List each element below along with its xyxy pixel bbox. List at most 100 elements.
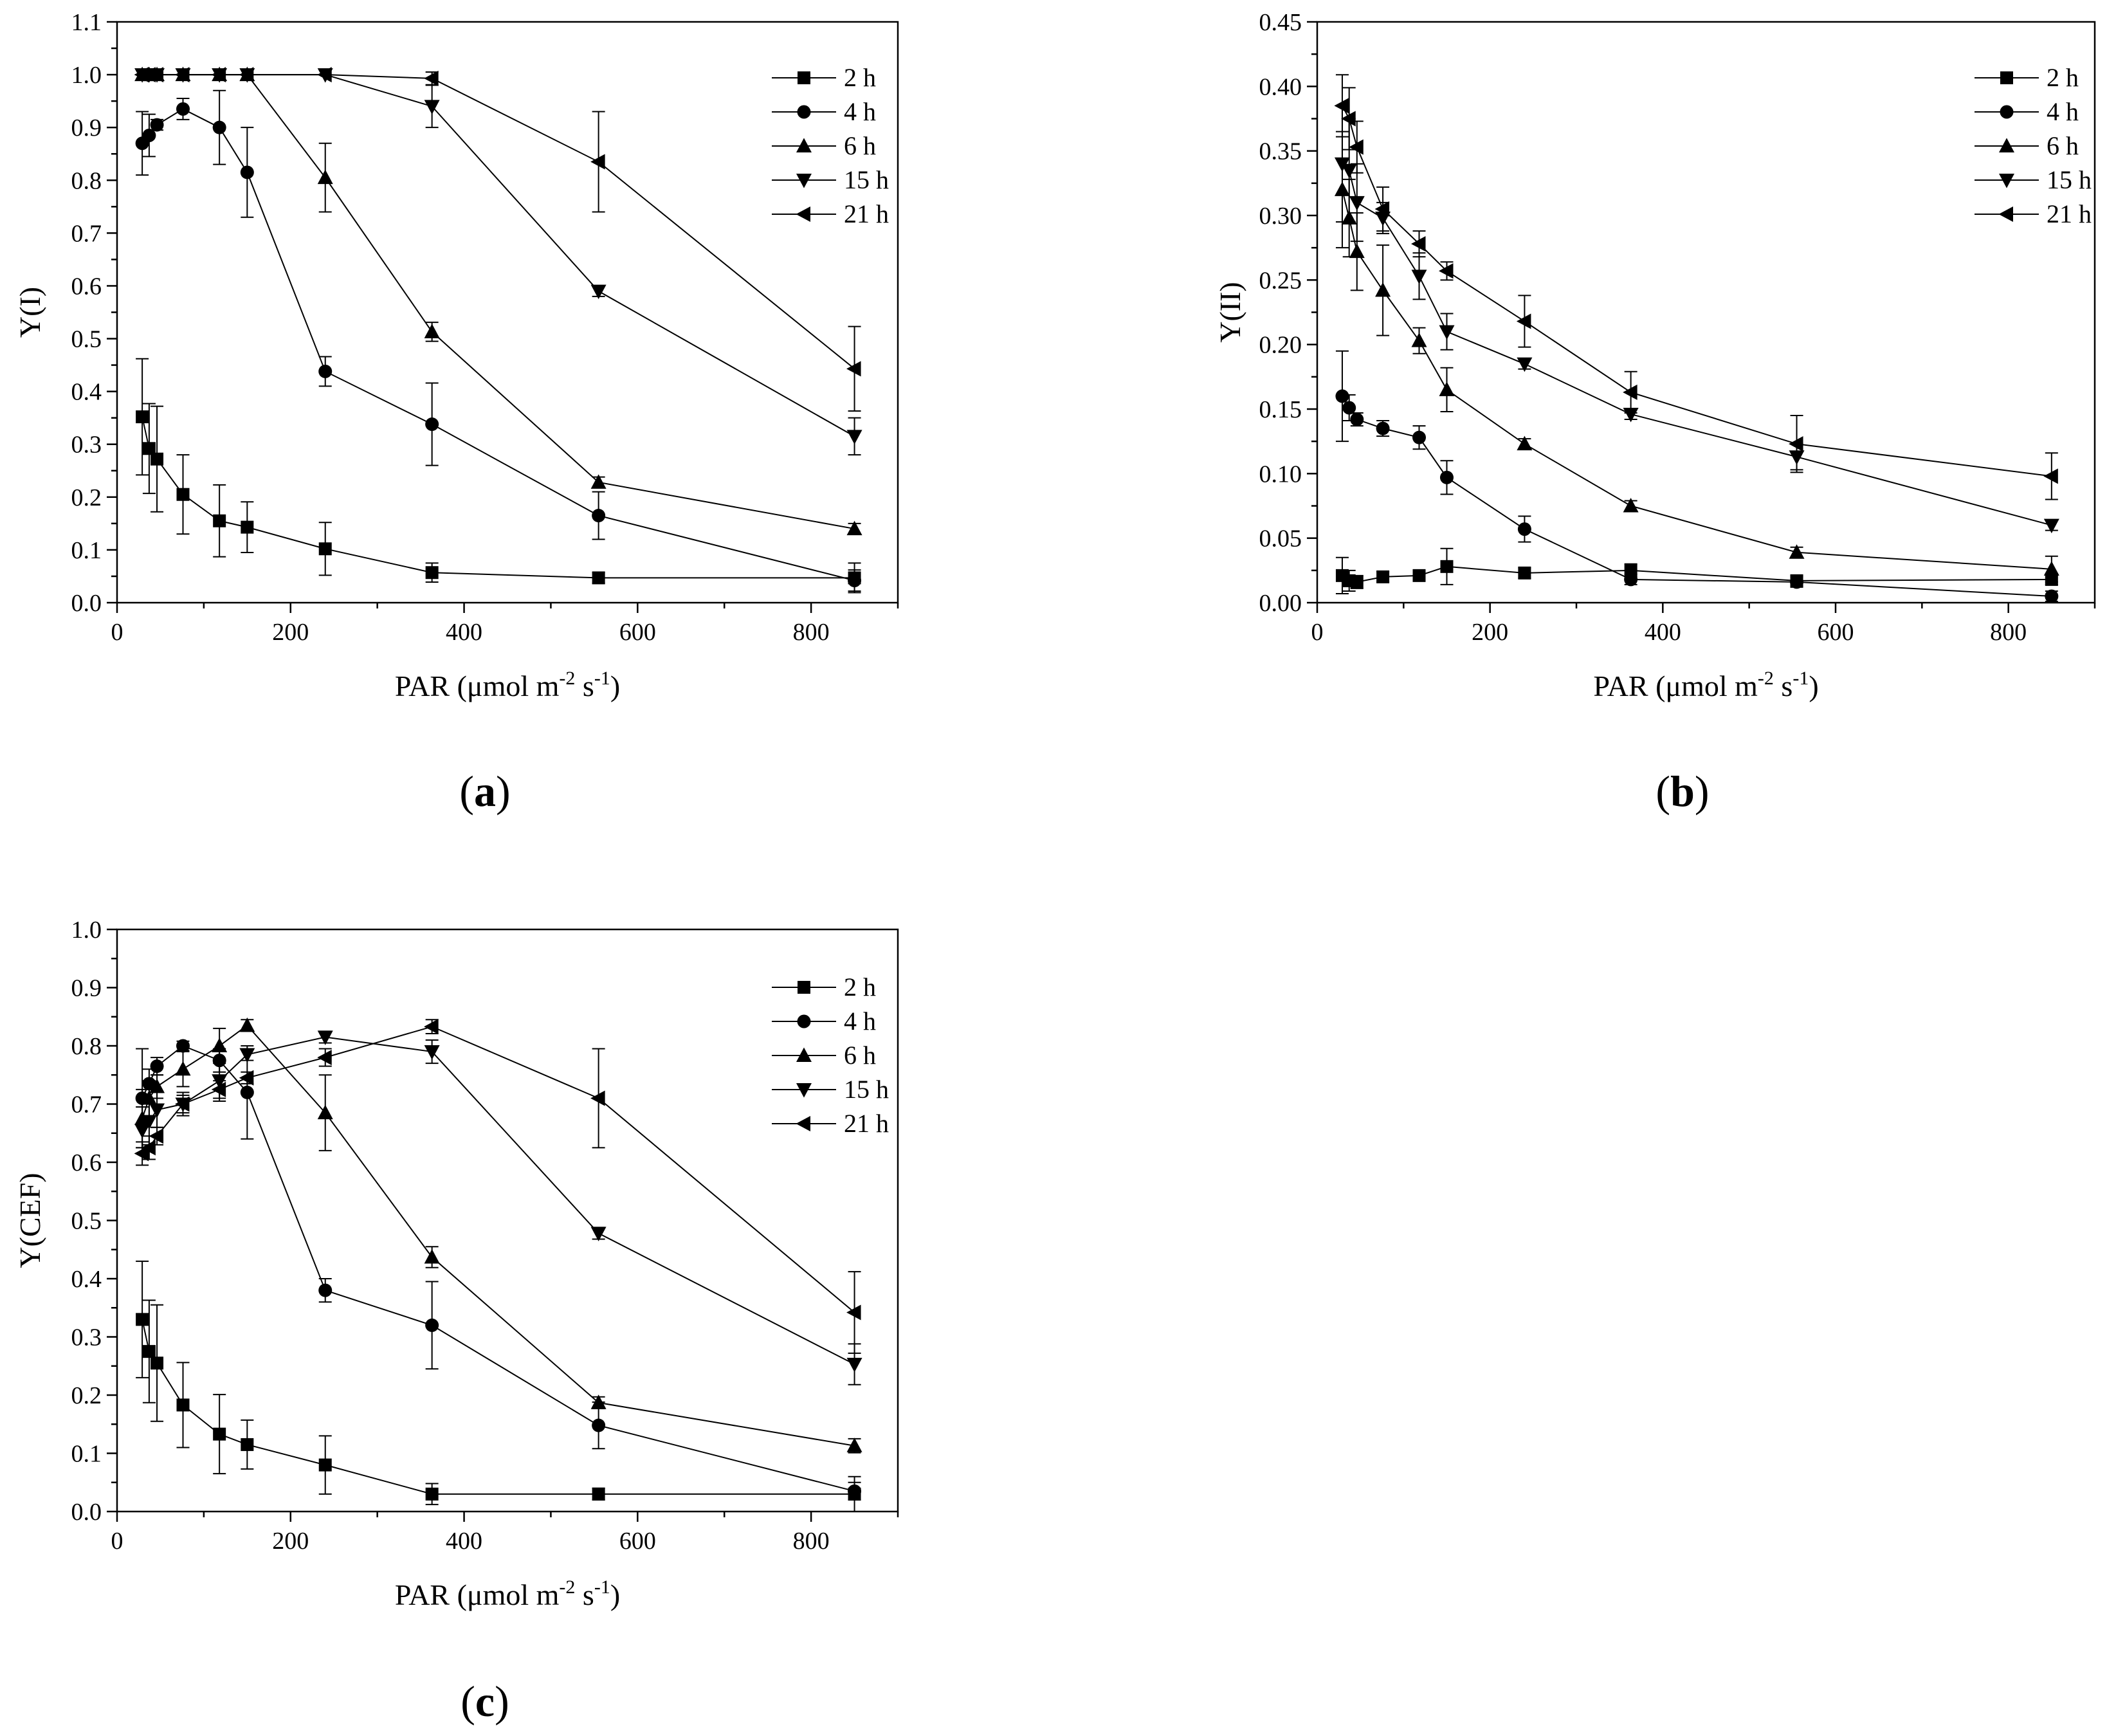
data-point xyxy=(1375,282,1391,297)
y-axis-label: Y(II) xyxy=(1214,282,1246,343)
data-point xyxy=(425,566,439,580)
x-tick-label: 400 xyxy=(1645,619,1681,646)
data-point xyxy=(1439,263,1454,279)
legend-item: 15 h xyxy=(772,1075,889,1104)
data-point xyxy=(318,542,332,556)
x-tick-label: 400 xyxy=(446,619,482,646)
legend-item: 15 h xyxy=(1975,165,2092,194)
data-point xyxy=(846,1438,862,1452)
data-point xyxy=(150,118,164,132)
legend-label: 6 h xyxy=(844,131,876,160)
y-tick-label: 0.40 xyxy=(1259,73,1302,100)
data-point xyxy=(150,1357,164,1370)
series-4h xyxy=(135,1039,862,1501)
data-point xyxy=(317,67,332,83)
data-point xyxy=(141,1115,157,1130)
legend-label: 21 h xyxy=(844,199,889,228)
chart-panel-b: 0 200 400 600 800 0.00 0.05 0.10 0.15 0.20 0.25 0.3… xyxy=(1214,9,2096,816)
data-point xyxy=(1376,421,1390,435)
data-point xyxy=(1335,389,1349,403)
data-point xyxy=(592,1418,606,1432)
y-axis-label: Y(CEF) xyxy=(14,1173,46,1268)
legend-marker xyxy=(1999,138,2014,152)
data-point xyxy=(176,488,190,501)
data-point xyxy=(846,361,861,377)
chart-panel-a: 0 200 400 600 800 0.0 0.1 0.2 0.3 0.4 0.5 0.6 0.7 0.8… xyxy=(14,9,899,816)
y-tick-label: 0.35 xyxy=(1259,138,1302,165)
x-tick-label: 200 xyxy=(1472,619,1508,646)
data-point xyxy=(176,102,190,116)
data-point xyxy=(317,169,333,185)
data-point xyxy=(150,452,164,466)
legend-marker xyxy=(796,1047,812,1062)
legend-marker xyxy=(796,1083,812,1098)
data-point xyxy=(149,1103,165,1119)
data-point xyxy=(134,1124,150,1138)
legend-label: 4 h xyxy=(2047,97,2079,126)
legend-marker xyxy=(1999,174,2014,188)
x-tick-label: 800 xyxy=(793,1528,830,1555)
data-point xyxy=(424,324,440,338)
legend-marker xyxy=(798,71,810,84)
data-point xyxy=(1439,325,1455,340)
data-point xyxy=(424,100,440,114)
data-point xyxy=(1376,570,1390,583)
y-tick-label: 0.05 xyxy=(1259,525,1302,553)
y-tick-label: 0.8 xyxy=(71,1033,102,1060)
data-point xyxy=(590,1090,605,1106)
data-point xyxy=(846,520,862,536)
x-tick-label: 0 xyxy=(111,1528,123,1555)
legend-label: 2 h xyxy=(2047,63,2079,92)
data-point xyxy=(1517,357,1533,372)
plot-frame xyxy=(1316,21,2096,604)
legend-label: 15 h xyxy=(844,1075,889,1104)
data-point xyxy=(1349,196,1365,211)
data-point xyxy=(1374,201,1390,217)
data-point xyxy=(2043,518,2059,534)
data-point xyxy=(1349,243,1365,259)
plot-frame xyxy=(116,928,899,1513)
data-point xyxy=(590,474,607,489)
data-point xyxy=(240,165,254,179)
data-point xyxy=(213,1427,226,1441)
series-line xyxy=(142,74,855,437)
y-tick-label: 0.8 xyxy=(71,167,102,194)
data-point xyxy=(212,120,226,134)
data-point xyxy=(424,1249,440,1264)
series-15h xyxy=(134,1030,862,1385)
data-point xyxy=(1517,522,1531,536)
y-axis-label: Y(I) xyxy=(14,287,46,338)
data-point xyxy=(213,514,226,527)
data-point xyxy=(1517,435,1533,451)
legend-item: 6 h xyxy=(772,131,876,160)
legend-label: 4 h xyxy=(844,97,876,126)
data-point xyxy=(1349,139,1364,155)
data-point xyxy=(142,442,156,455)
y-tick-label: 1.0 xyxy=(71,917,102,944)
data-point xyxy=(425,1318,439,1332)
data-point xyxy=(1623,408,1639,423)
y-tick-label: 0.25 xyxy=(1259,267,1302,294)
y-tick-label: 0.2 xyxy=(71,1382,102,1409)
x-tick-label: 600 xyxy=(619,1528,656,1555)
data-point xyxy=(1440,560,1454,573)
data-point xyxy=(175,1061,191,1076)
y-tick-label: 0.00 xyxy=(1259,590,1302,617)
data-point xyxy=(1516,313,1531,329)
data-point xyxy=(2045,589,2059,603)
x-tick-label: 0 xyxy=(1311,619,1324,646)
legend-marker xyxy=(796,138,812,152)
data-point xyxy=(2043,561,2059,576)
legend-item: 2 h xyxy=(772,973,876,1001)
data-point xyxy=(141,1090,157,1105)
data-point xyxy=(241,1438,254,1451)
legend-item: 6 h xyxy=(1975,131,2079,160)
x-axis-label: PAR (μmol m-2 s-1) xyxy=(1593,668,1818,702)
series-6h xyxy=(134,1017,862,1454)
y-tick-label: 0.7 xyxy=(71,1092,102,1119)
data-point xyxy=(846,1304,861,1320)
data-point xyxy=(1341,111,1356,127)
panel-caption: (a) xyxy=(459,767,510,816)
data-point xyxy=(142,1345,156,1358)
